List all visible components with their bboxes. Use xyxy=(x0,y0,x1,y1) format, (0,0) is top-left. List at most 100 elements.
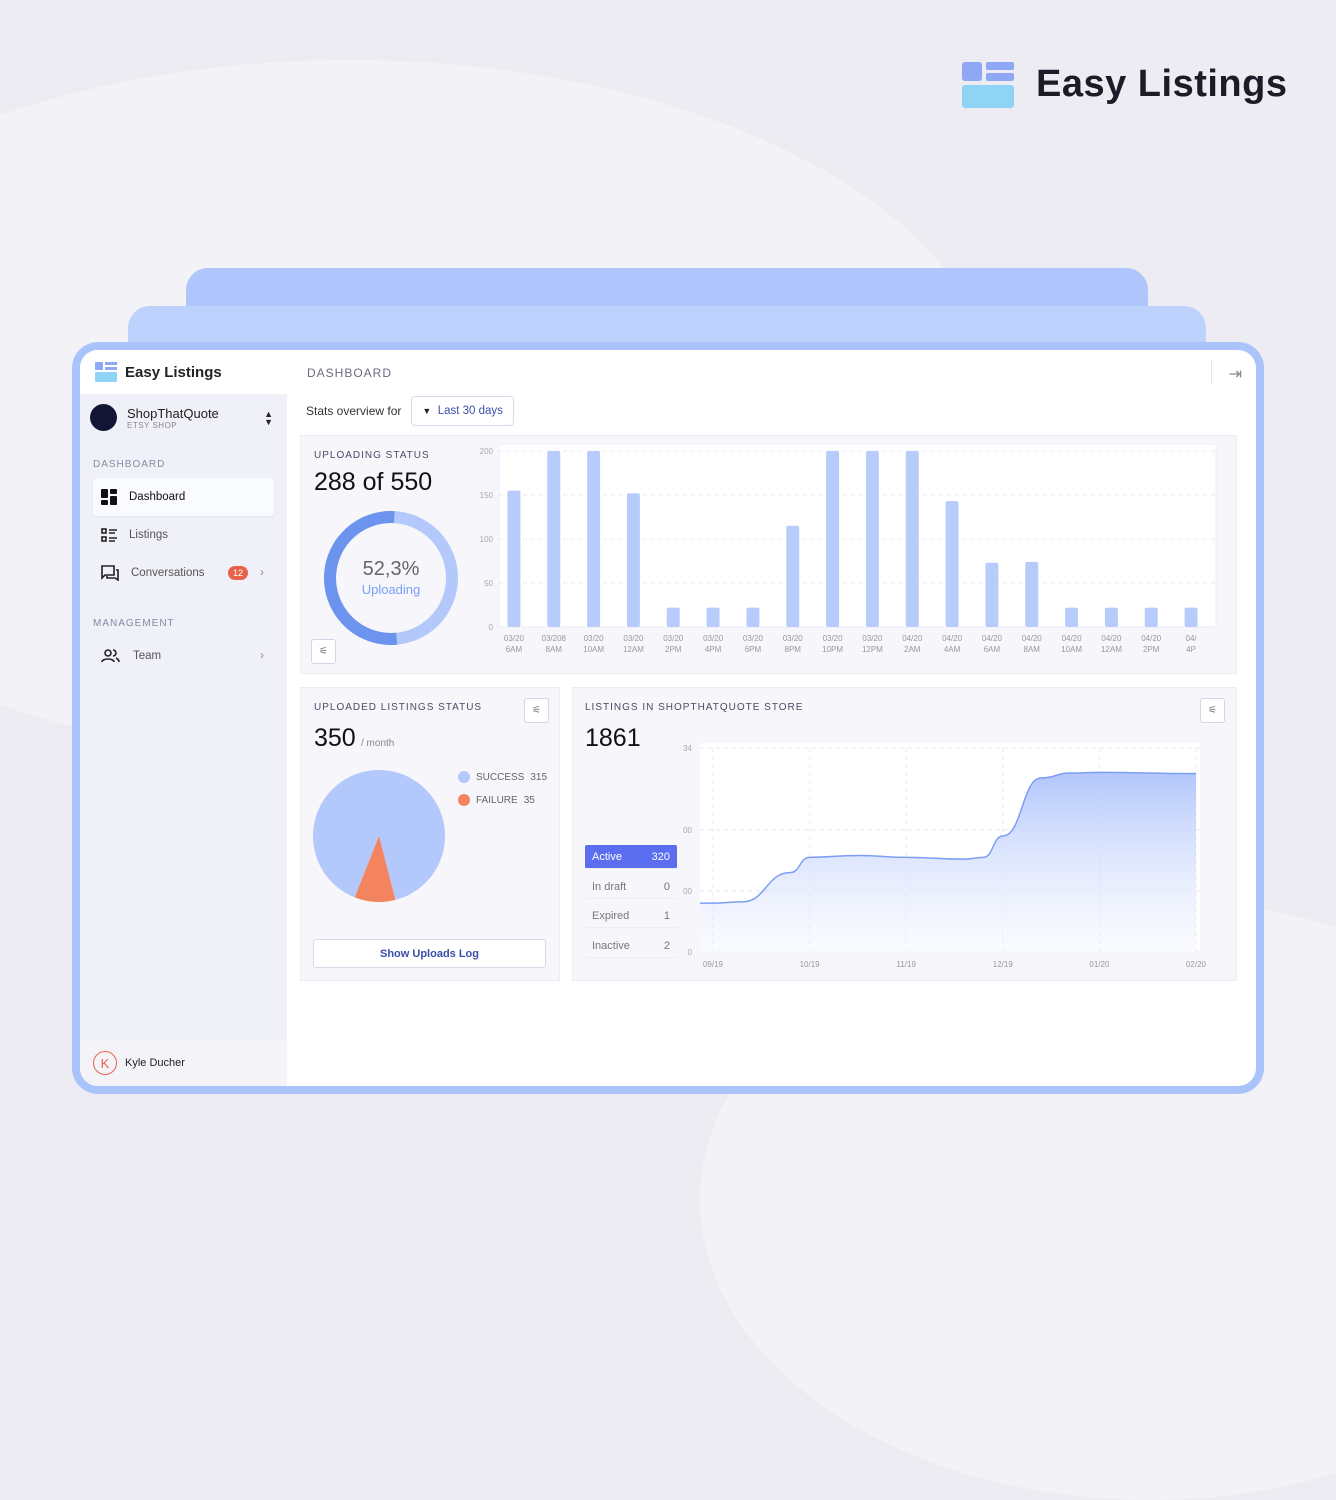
bar xyxy=(626,493,640,627)
x-tick-label: 03/20 xyxy=(783,634,804,643)
brand-title: Easy Listings xyxy=(1036,62,1288,105)
uploading-count: 288 of 550 xyxy=(314,468,433,496)
pie-slice-success xyxy=(313,770,445,900)
bar xyxy=(1104,607,1118,627)
sidebar-item-conversations[interactable]: Conversations 12 › xyxy=(93,554,274,592)
shop-type: ETSY SHOP xyxy=(127,420,178,430)
y-tick-label: 334 xyxy=(683,744,693,753)
sidebar-item-label: Conversations xyxy=(131,567,205,579)
x-tick-label: 8AM xyxy=(546,645,563,654)
x-tick-label: 04/20 xyxy=(1101,634,1122,643)
sidebar-item-listings[interactable]: Listings xyxy=(93,516,274,554)
bar xyxy=(1184,607,1198,627)
user-profile[interactable]: K Kyle Ducher xyxy=(80,1040,287,1086)
filter-settings-button[interactable]: ⚟ xyxy=(524,698,549,723)
card-title: UPLOADING STATUS xyxy=(314,450,430,461)
card-title: LISTINGS IN SHOPTHATQUOTE STORE xyxy=(585,702,804,713)
x-tick-label: 04/20 xyxy=(902,634,923,643)
x-tick-label: 01/20 xyxy=(1089,960,1110,969)
x-tick-label: 03/20 xyxy=(743,634,764,643)
uploaded-listings-card: UPLOADED LISTINGS STATUS 350 / month ⚟ S… xyxy=(300,687,560,981)
sidebar-item-label: Dashboard xyxy=(129,491,186,503)
bar xyxy=(826,451,840,627)
bar xyxy=(746,607,760,627)
upload-status-pie xyxy=(313,770,445,902)
y-tick-label: 100 xyxy=(480,535,494,544)
listings-area-chart: 334 200 100 0 09/19 10/19 11/19 12/19 01/20 02/20 xyxy=(683,743,1207,969)
legend-success: SUCCESS 315 xyxy=(458,771,547,783)
sliders-icon: ⚟ xyxy=(319,646,328,657)
page-title: DASHBOARD xyxy=(307,366,393,380)
y-tick-label: 50 xyxy=(484,579,493,588)
area-fill xyxy=(700,772,1196,952)
status-expired[interactable]: Expired 1 xyxy=(585,904,677,928)
dashboard-icon xyxy=(101,489,117,505)
x-tick-label: 11/19 xyxy=(896,960,916,969)
uploaded-count: 350 xyxy=(314,724,356,752)
filter-settings-button[interactable]: ⚟ xyxy=(311,639,336,664)
plot-area xyxy=(498,443,1217,628)
date-range-dropdown[interactable]: ▼ Last 30 days xyxy=(411,396,514,426)
x-tick-label: 6AM xyxy=(506,645,523,654)
sliders-icon: ⚟ xyxy=(1208,705,1217,716)
status-in-draft[interactable]: In draft 0 xyxy=(585,875,677,899)
y-tick-label: 200 xyxy=(480,447,494,456)
brand-header: Easy Listings xyxy=(962,60,1287,108)
sidebar-item-dashboard[interactable]: Dashboard xyxy=(93,478,274,516)
bar xyxy=(507,490,521,627)
logout-icon[interactable]: ⇥ xyxy=(1228,366,1242,383)
sidebar: Easy Listings ShopThatQuote ETSY SHOP ▲ ▼ … xyxy=(80,350,287,1086)
x-tick-label: 02/20 xyxy=(1186,960,1207,969)
x-tick-label: 03/20 xyxy=(862,634,883,643)
x-tick-label: 04/20 xyxy=(1062,634,1083,643)
app-title: Easy Listings xyxy=(125,363,222,381)
x-tick-label: 12/19 xyxy=(993,960,1014,969)
stats-filter: Stats overview for ▼ Last 30 days xyxy=(306,396,514,426)
show-uploads-log-button[interactable]: Show Uploads Log xyxy=(313,939,546,968)
bar xyxy=(1065,607,1079,627)
x-tick-label: 04/20 xyxy=(1022,634,1043,643)
sidebar-item-team[interactable]: Team › xyxy=(93,637,274,675)
bar xyxy=(547,451,561,627)
status-active[interactable]: Active 320 xyxy=(585,845,677,869)
pie-slice-failure xyxy=(354,836,396,902)
shop-switcher[interactable]: ShopThatQuote ETSY SHOP ▲ ▼ xyxy=(80,394,287,441)
x-tick-label: 03/20 xyxy=(703,634,724,643)
x-tick-label: 03/20 xyxy=(823,634,844,643)
team-icon xyxy=(101,649,120,663)
bar xyxy=(1025,561,1039,627)
caret-down-icon: ▼ xyxy=(422,406,432,416)
legend-failure: FAILURE 35 xyxy=(458,794,535,806)
status-inactive[interactable]: Inactive 2 xyxy=(585,934,677,958)
bar xyxy=(945,501,959,627)
filter-settings-button[interactable]: ⚟ xyxy=(1200,698,1225,723)
bar xyxy=(905,451,919,627)
uploading-label: Uploading xyxy=(362,582,421,597)
section-dashboard: DASHBOARD xyxy=(93,459,166,470)
bar xyxy=(786,525,800,627)
bar xyxy=(706,607,720,627)
bar xyxy=(865,451,879,627)
x-tick-label: 04/ xyxy=(1186,634,1198,643)
chat-icon xyxy=(101,565,119,581)
chevron-right-icon: › xyxy=(260,650,264,662)
sidebar-logo[interactable]: Easy Listings xyxy=(80,350,287,394)
uploading-percent: 52,3% xyxy=(363,558,420,580)
store-count: 1861 xyxy=(585,724,641,752)
uploaded-unit: / month xyxy=(361,738,395,749)
x-tick-label: 10AM xyxy=(1061,645,1082,654)
user-name: Kyle Ducher xyxy=(125,1057,185,1069)
sliders-icon: ⚟ xyxy=(532,705,541,716)
x-tick-label: 04/20 xyxy=(942,634,963,643)
y-tick-label: 150 xyxy=(480,491,494,500)
x-tick-label: 12AM xyxy=(1101,645,1122,654)
x-tick-label: 03/20 xyxy=(504,634,525,643)
y-tick-label: 0 xyxy=(489,623,494,632)
x-tick-label: 03/20 xyxy=(663,634,684,643)
x-tick-label: 03/20 xyxy=(584,634,605,643)
x-tick-label: 03/20 xyxy=(623,634,644,643)
bar xyxy=(587,451,601,627)
x-tick-label: 2PM xyxy=(665,645,682,654)
sort-arrows-icon: ▲ ▼ xyxy=(264,408,273,427)
app-window: Easy Listings ShopThatQuote ETSY SHOP ▲ ▼ … xyxy=(72,342,1264,1094)
